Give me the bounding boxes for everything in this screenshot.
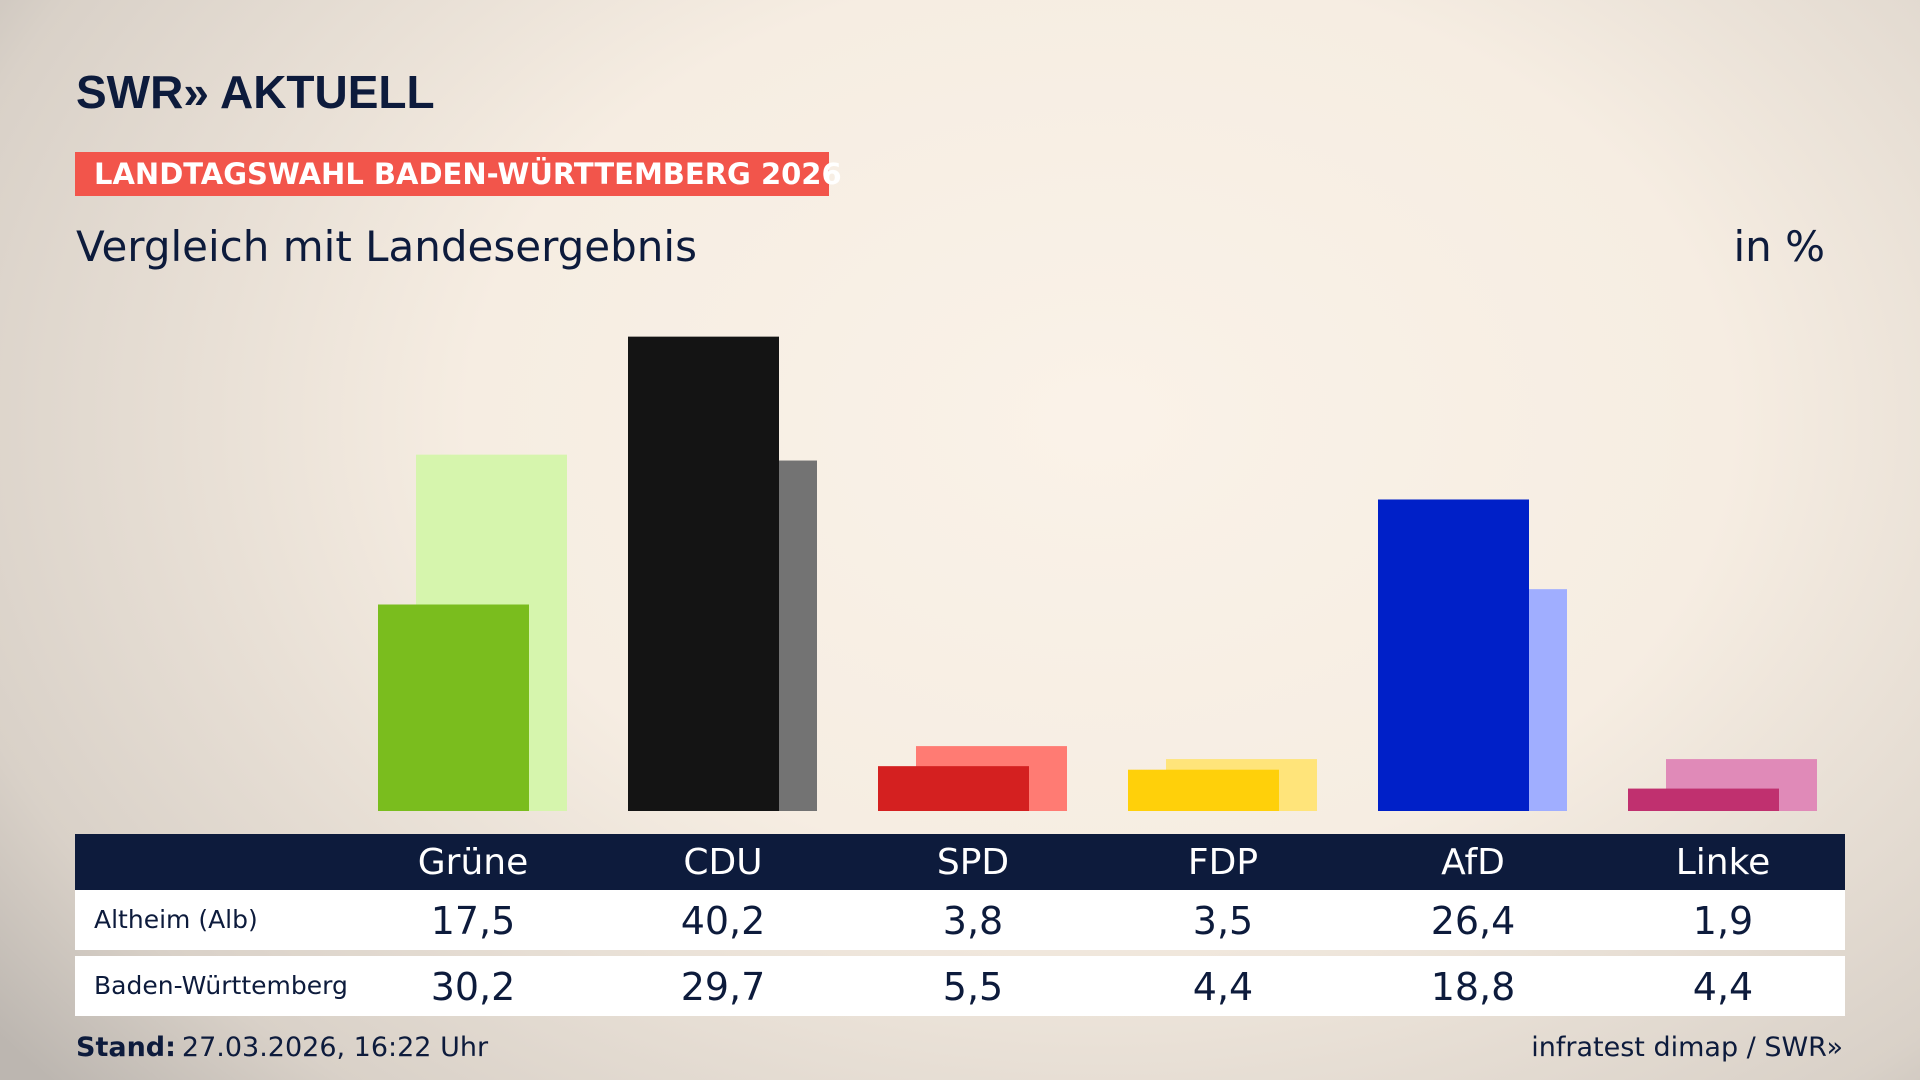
chart-title: Vergleich mit Landesergebnis bbox=[76, 222, 697, 271]
value-label: 26,4 bbox=[1431, 899, 1516, 943]
value-label: 18,8 bbox=[1431, 965, 1516, 1009]
value-label: 17,5 bbox=[431, 899, 516, 943]
bar bbox=[1628, 788, 1779, 811]
banner: LANDTAGSWAHL BADEN-WÜRTTEMBERG 2026 bbox=[94, 157, 842, 191]
column-header: SPD bbox=[937, 842, 1009, 883]
column-header: CDU bbox=[683, 842, 762, 883]
value-label: 40,2 bbox=[681, 899, 766, 943]
table-row bbox=[75, 956, 1845, 1016]
banner-bg bbox=[75, 152, 829, 196]
unit-label: in % bbox=[1733, 222, 1825, 271]
value-label: 1,9 bbox=[1693, 899, 1753, 943]
stand-value: 27.03.2026, 16:22 Uhr bbox=[182, 1032, 489, 1063]
stand-label: Stand: bbox=[76, 1032, 176, 1063]
value-label: 5,5 bbox=[943, 965, 1003, 1009]
column-header: Grüne bbox=[418, 842, 528, 883]
value-label: 29,7 bbox=[681, 965, 766, 1009]
value-label: 30,2 bbox=[431, 965, 516, 1009]
row-label: Baden-Württemberg bbox=[94, 971, 348, 1000]
column-header: Linke bbox=[1676, 842, 1771, 883]
footer-stand: Stand: 27.03.2026, 16:22 Uhr bbox=[76, 1032, 489, 1063]
row-label: Altheim (Alb) bbox=[94, 905, 258, 934]
bar bbox=[628, 336, 779, 811]
column-header: FDP bbox=[1188, 842, 1258, 883]
source: infratest dimap / SWR» bbox=[1531, 1032, 1843, 1063]
bar bbox=[1128, 769, 1279, 811]
bar bbox=[1378, 499, 1529, 811]
value-label: 4,4 bbox=[1693, 965, 1753, 1009]
value-label: 4,4 bbox=[1193, 965, 1253, 1009]
value-label: 3,5 bbox=[1193, 899, 1253, 943]
brand-logo: SWR» AKTUELL bbox=[76, 66, 435, 118]
bar bbox=[378, 604, 529, 811]
column-header: AfD bbox=[1441, 842, 1505, 883]
table-header bbox=[75, 834, 1845, 890]
bar bbox=[878, 766, 1029, 811]
value-label: 3,8 bbox=[943, 899, 1003, 943]
table-row bbox=[75, 890, 1845, 950]
